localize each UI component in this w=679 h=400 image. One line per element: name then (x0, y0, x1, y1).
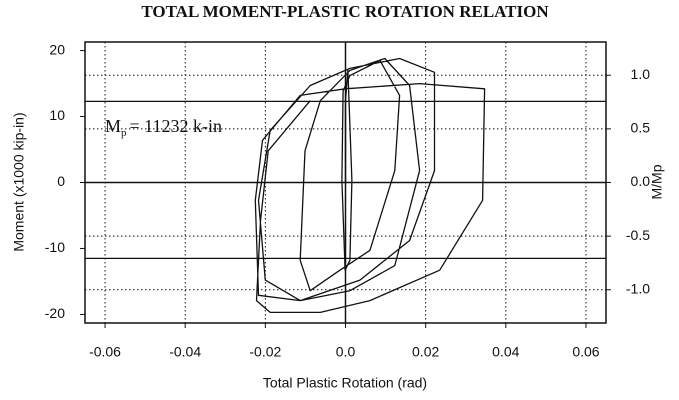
annotation: Mp = 11232 k-in (105, 116, 222, 138)
x-tick-label: -0.06 (89, 344, 121, 360)
y2-tick-label: -1.0 (626, 280, 650, 296)
y2-tick-label: -0.5 (626, 227, 650, 243)
y2-axis-label: M/Mp (649, 164, 665, 199)
x-tick-label: 0.02 (412, 344, 439, 360)
y-tick-label: 20 (49, 41, 65, 57)
x-tick-label: 0.04 (492, 344, 519, 360)
y2-tick-label: 1.0 (631, 66, 651, 82)
y-tick-label: -20 (45, 305, 65, 321)
chart-title: TOTAL MOMENT-PLASTIC ROTATION RELATION (141, 2, 549, 21)
annotation-subscript: p (121, 127, 127, 139)
annotation-suffix: = 11232 k-in (130, 116, 222, 136)
y-tick-label: -10 (45, 239, 65, 255)
x-tick-label: -0.04 (169, 344, 201, 360)
y-axis-label: Moment (x1000 kip-in) (11, 112, 27, 251)
y2-tick-label: 0.5 (631, 120, 651, 136)
annotation-text: M (105, 116, 121, 136)
x-tick-label: 0.06 (572, 344, 599, 360)
x-tick-label: -0.02 (249, 344, 281, 360)
y-tick-label: 10 (49, 107, 65, 123)
plot-area (80, 41, 611, 328)
data-line (254, 57, 486, 314)
plot-frame (84, 41, 607, 324)
y-tick-label: 0 (57, 173, 65, 189)
y2-tick-label: 0.0 (631, 173, 651, 189)
x-axis-label: Total Plastic Rotation (rad) (263, 375, 427, 391)
x-tick-label: 0.0 (336, 344, 356, 360)
